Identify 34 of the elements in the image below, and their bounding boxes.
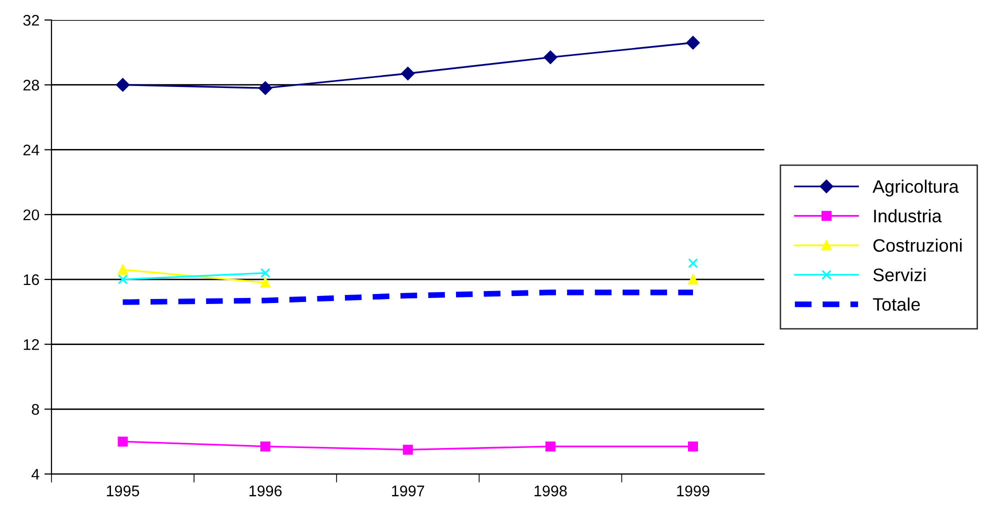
point	[688, 274, 698, 284]
point	[688, 258, 698, 268]
point	[402, 444, 413, 455]
y-tick-label: 20	[23, 209, 40, 220]
legend-label: Industria	[874, 209, 942, 222]
x-tick-label: 1997	[392, 486, 424, 496]
x-tick-label: 1998	[534, 486, 567, 496]
y-tick-label: 16	[24, 274, 40, 286]
y-tick-label: 24	[23, 144, 40, 156]
point	[686, 36, 700, 50]
y-tick-label: 4	[32, 469, 40, 480]
y-tick-label: 32	[23, 14, 39, 26]
y-tick-label: 8	[32, 404, 40, 415]
point	[118, 264, 128, 275]
point	[545, 441, 556, 452]
legend-label: Agricoltura	[872, 180, 959, 196]
point	[260, 268, 270, 278]
legend-label: Costruzioni	[873, 238, 962, 252]
point	[258, 81, 272, 95]
x-tick-label: 1996	[249, 486, 282, 496]
point	[116, 78, 130, 92]
point	[401, 66, 415, 80]
y-tick-label: 28	[23, 80, 40, 91]
legend-label: Totale	[872, 298, 920, 311]
x-tick-label: 1995	[106, 486, 140, 496]
point	[544, 50, 558, 64]
point	[118, 274, 128, 284]
point	[260, 441, 270, 452]
point	[118, 436, 128, 447]
point	[688, 441, 698, 452]
x-tick-label: 1999	[677, 486, 710, 496]
legend-label: Servizi	[873, 268, 926, 282]
point	[260, 278, 270, 288]
y-tick-label: 12	[24, 339, 39, 350]
